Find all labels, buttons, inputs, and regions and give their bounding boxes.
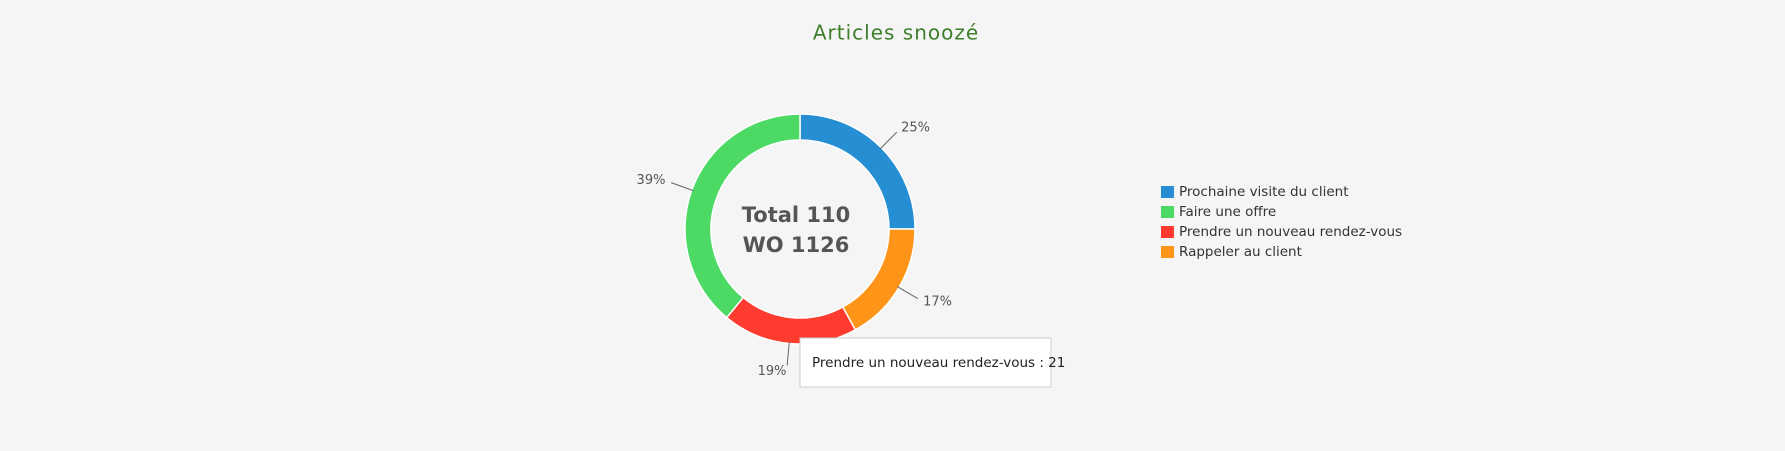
legend-label: Prochaine visite du client [1179,184,1348,200]
legend-swatch [1161,246,1174,258]
legend-swatch [1161,226,1174,238]
leader-line [879,131,898,150]
leader-line [897,286,919,300]
tooltip-text: Prendre un nouveau rendez-vous : 21 [812,355,1065,371]
leader-line [786,341,790,366]
center-text: Total 110 [742,203,851,227]
legend-label: Prendre un nouveau rendez-vous [1179,224,1402,240]
legend-swatch [1161,186,1174,198]
legend-label: Faire une offre [1179,204,1276,220]
leader-line [670,182,694,192]
chart-title: Articles snoozé [813,21,979,45]
slice-label: 19% [758,364,787,379]
slice-label: 17% [923,294,952,309]
tooltip-box [799,337,1052,388]
center-text: WO 1126 [743,233,850,257]
legend-label: Rappeler au client [1179,244,1302,260]
slice [841,228,916,331]
slice-label: 39% [637,173,666,188]
legend-swatch [1161,206,1174,218]
slice-label: 25% [901,120,930,135]
